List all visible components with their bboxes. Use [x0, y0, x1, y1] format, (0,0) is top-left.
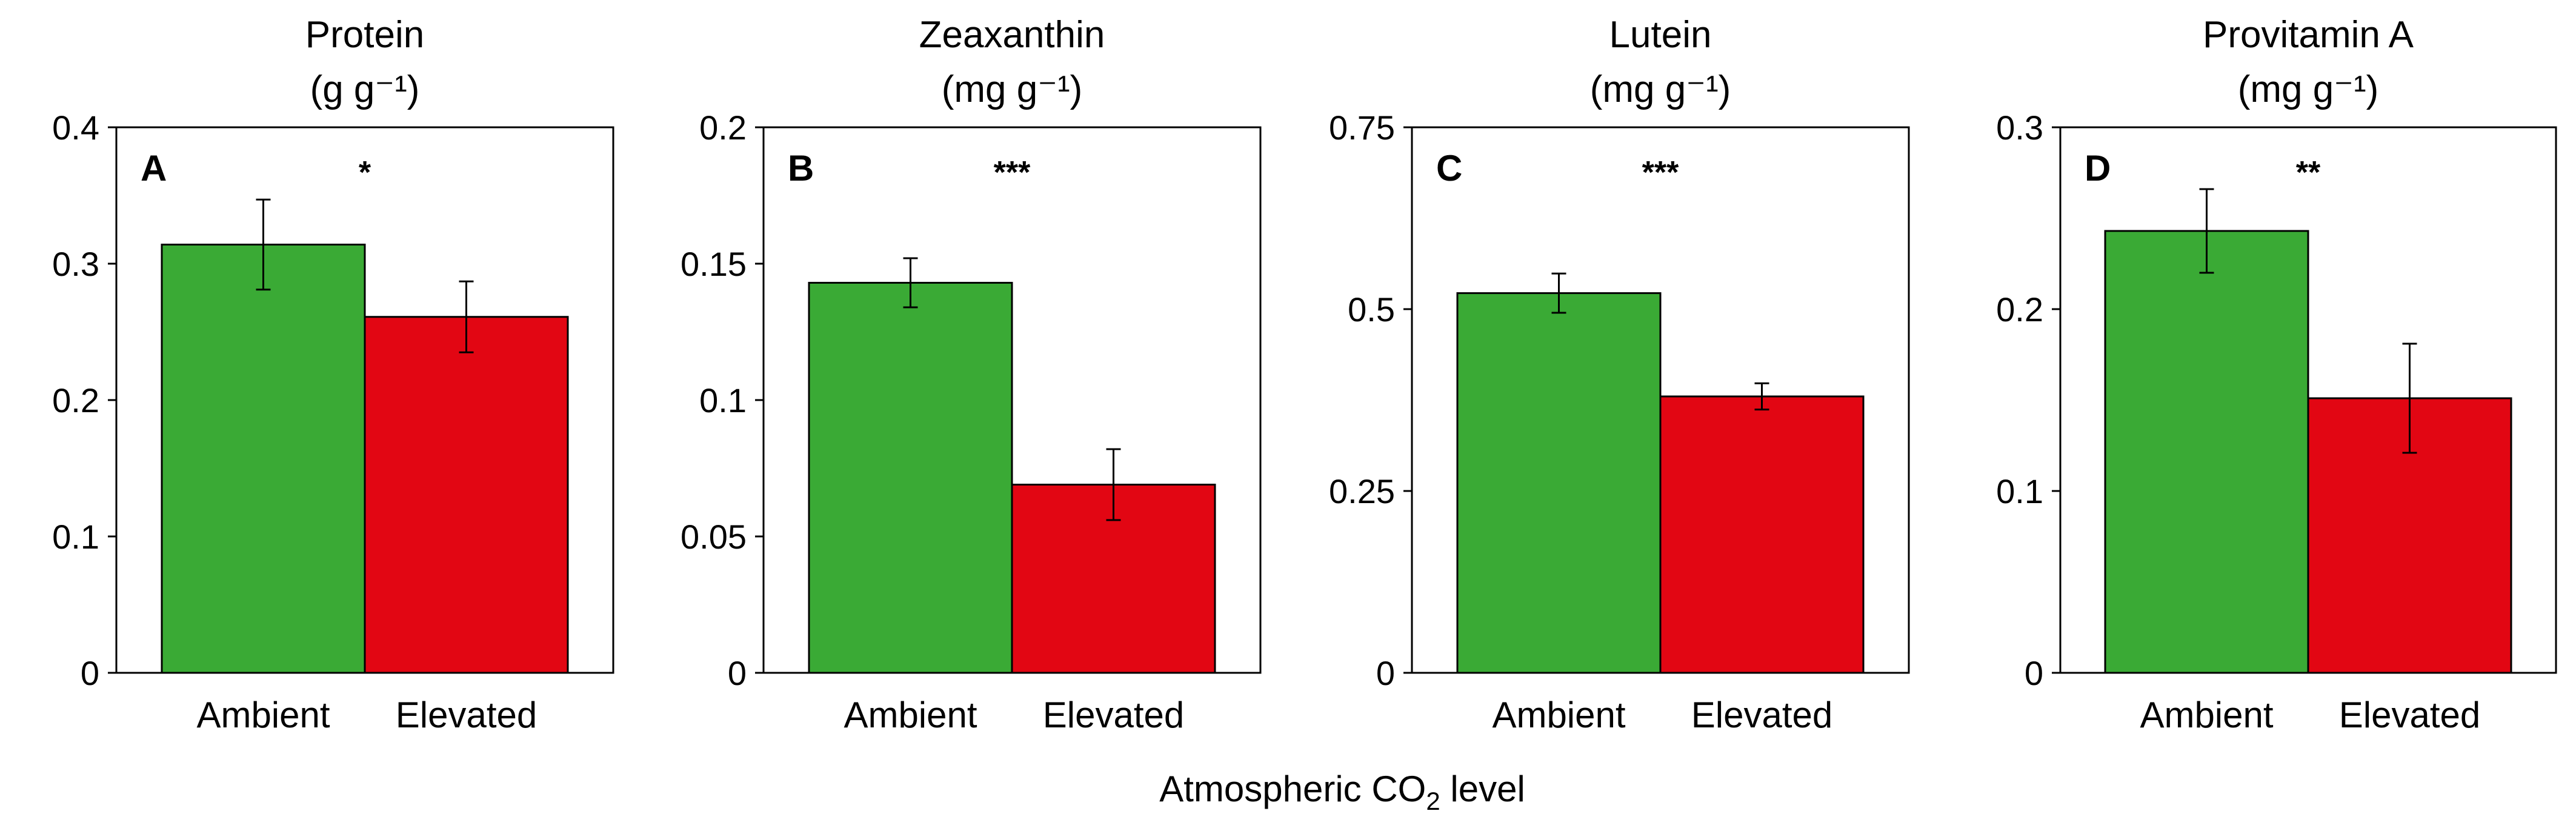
chart-unit: (g g⁻¹)	[310, 68, 420, 110]
panels: Protein (g g⁻¹) Ambient Elevated 0 0.1 0.2 0.3 0…	[52, 14, 2557, 735]
plot-frame	[2059, 126, 2557, 674]
chart-unit: (mg g⁻¹)	[942, 68, 1083, 110]
panel-letter: D	[2085, 148, 2111, 189]
y-tick-label: 0.3	[1996, 109, 2043, 147]
y-tick-label: 0.2	[699, 109, 747, 147]
significance-marker: *	[359, 155, 371, 190]
chart-title: Zeaxanthin	[919, 14, 1105, 56]
category-label: Elevated	[396, 695, 537, 735]
significance-marker: **	[2296, 155, 2321, 190]
category-label: Elevated	[1043, 695, 1185, 735]
y-tick-label: 0	[728, 654, 747, 692]
x-axis-label: Atmospheric CO2 level	[1159, 769, 1525, 815]
y-tick-label: 0	[1376, 654, 1395, 692]
y-tick-label: 0.25	[1329, 472, 1395, 510]
y-tick-label: 0.5	[1348, 290, 1395, 329]
chart-panel-d: Provitamin A (mg g⁻¹) Ambient Elevated 0 0.1 0…	[1996, 14, 2557, 735]
bar-ambient	[808, 282, 1013, 674]
y-tick-label: 0	[81, 654, 99, 692]
panel-letter: C	[1436, 148, 1462, 189]
chart-title: Protein	[305, 14, 424, 56]
significance-marker: ***	[994, 155, 1031, 190]
chart-unit: (mg g⁻¹)	[2238, 68, 2379, 110]
y-tick-label: 0.05	[681, 518, 747, 556]
chart-title: Provitamin A	[2203, 14, 2414, 56]
y-tick-label: 0.1	[52, 518, 99, 556]
bar-ambient	[1456, 292, 1662, 674]
y-tick-label: 0.1	[699, 381, 747, 419]
chart-panel-c: Lutein (mg g⁻¹) Ambient Elevated 0 0.25 0.5 0.7…	[1329, 14, 1910, 735]
bar-ambient	[2104, 230, 2309, 674]
category-label: Ambient	[1492, 695, 1625, 735]
chart-panel-b: Zeaxanthin (mg g⁻¹) Ambient Elevated 0 0.05 0.…	[681, 14, 1262, 735]
y-tick-label: 0.2	[1996, 290, 2043, 329]
y-tick-label: 0.3	[52, 245, 99, 283]
chart-unit: (mg g⁻¹)	[1590, 68, 1731, 110]
bar-elevated	[1659, 395, 1865, 674]
chart-title: Lutein	[1609, 14, 1712, 56]
significance-marker: ***	[1642, 155, 1679, 190]
category-label: Ambient	[2140, 695, 2273, 735]
plot-frame	[1411, 126, 1910, 674]
bar-ambient	[161, 244, 366, 674]
category-label: Ambient	[196, 695, 330, 735]
panel-letter: A	[141, 148, 167, 189]
category-label: Elevated	[1691, 695, 1833, 735]
y-tick-label: 0.4	[52, 109, 99, 147]
panel-letter: B	[788, 148, 814, 189]
y-tick-label: 0	[2025, 654, 2043, 692]
chart-panel-a: Protein (g g⁻¹) Ambient Elevated 0 0.1 0.2 0.3 0…	[52, 14, 614, 735]
category-label: Ambient	[844, 695, 977, 735]
category-label: Elevated	[2339, 695, 2481, 735]
y-tick-label: 0.15	[681, 245, 747, 283]
y-tick-label: 0.75	[1329, 109, 1395, 147]
y-tick-label: 0.2	[52, 381, 99, 419]
y-tick-label: 0.1	[1996, 472, 2043, 510]
bar-elevated	[364, 316, 569, 674]
